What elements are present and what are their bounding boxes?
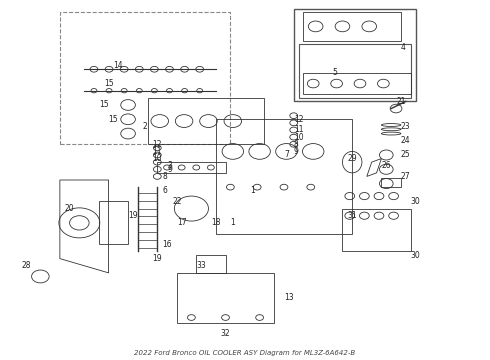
Text: 28: 28 <box>21 261 30 270</box>
Text: 27: 27 <box>401 172 411 181</box>
Text: 26: 26 <box>381 161 391 170</box>
Text: 13: 13 <box>284 293 294 302</box>
Text: 2: 2 <box>143 122 147 131</box>
Text: 15: 15 <box>99 100 109 109</box>
Text: 10: 10 <box>294 132 303 141</box>
Text: 4: 4 <box>401 43 406 52</box>
Bar <box>196 255 225 273</box>
Bar <box>294 9 416 102</box>
Text: 1: 1 <box>250 186 255 195</box>
Text: 25: 25 <box>401 150 411 159</box>
Text: 33: 33 <box>196 261 206 270</box>
Bar <box>303 12 401 41</box>
Text: 8: 8 <box>294 140 298 149</box>
Text: 15: 15 <box>109 115 118 124</box>
Text: 20: 20 <box>65 204 74 213</box>
Bar <box>381 178 401 187</box>
Bar <box>60 12 230 144</box>
Text: 19: 19 <box>128 211 138 220</box>
Text: 11: 11 <box>294 126 303 135</box>
Text: 5: 5 <box>333 68 338 77</box>
Text: 30: 30 <box>411 251 420 260</box>
Text: 9: 9 <box>167 165 172 174</box>
Text: 18: 18 <box>211 219 220 228</box>
Text: 12: 12 <box>294 115 303 124</box>
Bar <box>147 98 265 144</box>
Bar <box>99 202 128 244</box>
Text: 11: 11 <box>153 147 162 156</box>
Text: 14: 14 <box>114 61 123 70</box>
Text: 17: 17 <box>177 219 187 228</box>
Text: 32: 32 <box>220 329 230 338</box>
Text: 10: 10 <box>152 154 162 163</box>
Bar <box>216 119 352 234</box>
Text: 3: 3 <box>167 161 172 170</box>
Bar <box>298 44 411 98</box>
Text: 30: 30 <box>411 197 420 206</box>
Text: 31: 31 <box>347 211 357 220</box>
Text: 19: 19 <box>152 254 162 263</box>
Bar <box>343 208 411 251</box>
Text: 9: 9 <box>294 147 298 156</box>
Text: 16: 16 <box>162 240 172 249</box>
Text: 12: 12 <box>153 140 162 149</box>
Text: 2022 Ford Bronco OIL COOLER ASY Diagram for ML3Z-6A642-B: 2022 Ford Bronco OIL COOLER ASY Diagram … <box>134 350 356 356</box>
Text: 6: 6 <box>162 186 167 195</box>
Text: 29: 29 <box>347 154 357 163</box>
Text: 23: 23 <box>401 122 411 131</box>
Text: 7: 7 <box>284 150 289 159</box>
Text: 15: 15 <box>104 79 114 88</box>
Text: 1: 1 <box>230 219 235 228</box>
Text: 8: 8 <box>162 172 167 181</box>
Bar <box>303 73 411 94</box>
Text: 24: 24 <box>401 136 411 145</box>
Text: 22: 22 <box>172 197 182 206</box>
Text: 21: 21 <box>396 97 406 106</box>
Bar <box>177 273 274 323</box>
